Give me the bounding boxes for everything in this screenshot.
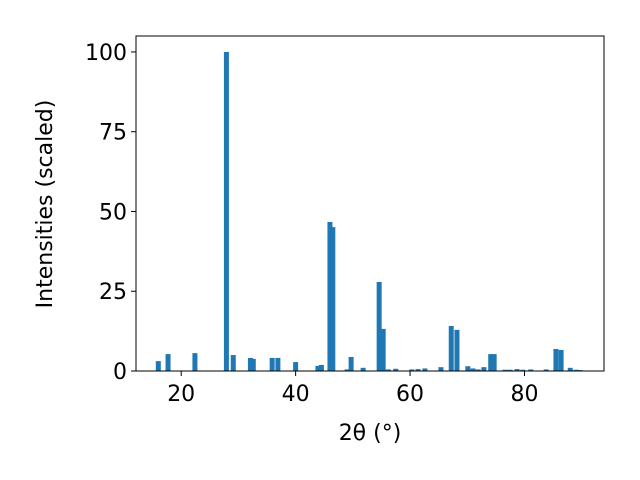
bar [223, 51, 229, 371]
bar [330, 227, 336, 371]
bar [488, 354, 494, 371]
x-tick-label: 20 [167, 382, 195, 407]
bar [502, 369, 508, 371]
bar [376, 281, 382, 371]
bar [269, 357, 275, 371]
bar [155, 361, 161, 371]
bar [415, 369, 421, 371]
bar [393, 368, 399, 371]
bar [275, 357, 281, 371]
bar [491, 354, 497, 371]
bar [507, 369, 513, 371]
bar [318, 364, 324, 371]
bar [409, 369, 415, 371]
bar [465, 366, 471, 371]
bar [422, 368, 428, 371]
bar [520, 369, 526, 371]
bar [454, 329, 460, 371]
bar [192, 353, 198, 371]
bar [250, 358, 256, 371]
bar [567, 367, 573, 371]
bar [514, 369, 520, 371]
plot-frame [135, 35, 605, 372]
bar [385, 369, 391, 371]
x-axis-label: 2θ (°) [339, 421, 402, 446]
bar [293, 362, 299, 371]
bar [438, 367, 444, 371]
bar [553, 348, 559, 371]
bar [165, 354, 171, 371]
bar [247, 357, 253, 371]
bar [344, 369, 350, 371]
y-tick-label: 25 [99, 280, 127, 305]
y-axis-label: Intensities (scaled) [33, 100, 58, 309]
y-tick-label: 100 [85, 41, 127, 66]
bar [558, 349, 564, 371]
bar [230, 355, 236, 371]
bar [348, 356, 354, 371]
y-tick-label: 0 [113, 360, 127, 385]
bar [475, 369, 481, 371]
bar [448, 326, 454, 371]
bar [470, 368, 476, 371]
bar [481, 367, 487, 371]
x-tick-label: 80 [510, 382, 538, 407]
bar [315, 365, 321, 371]
bar [327, 222, 333, 371]
y-tick-label: 50 [99, 200, 127, 225]
x-tick-label: 40 [282, 382, 310, 407]
bar [573, 369, 579, 371]
bar [543, 369, 549, 371]
bar [528, 369, 534, 371]
y-tick-label: 75 [99, 121, 127, 146]
bar [360, 367, 366, 371]
x-tick-label: 60 [396, 382, 424, 407]
bar [380, 328, 386, 371]
